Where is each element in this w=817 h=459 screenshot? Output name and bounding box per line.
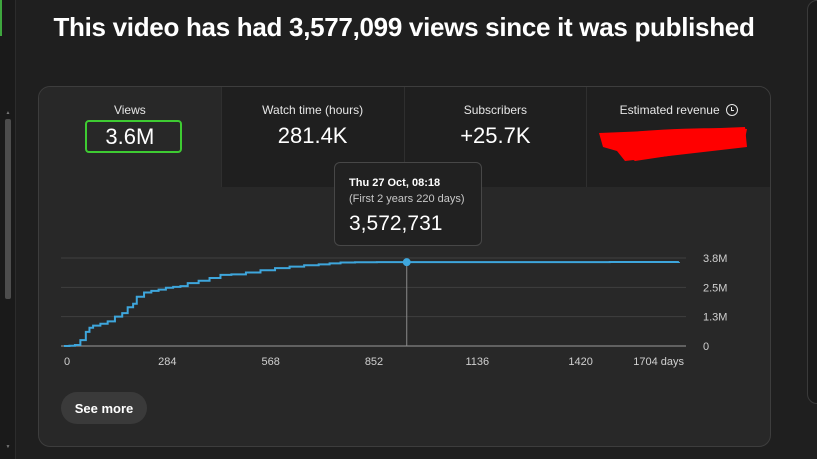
views-line <box>64 261 680 347</box>
scroll-up-icon[interactable]: ▲ <box>5 110 11 116</box>
tile-label: Views <box>113 103 146 117</box>
x-tick-label: 1420 <box>568 356 592 368</box>
tile-estimated-revenue[interactable]: Estimated revenue <box>587 87 770 187</box>
views-headline: This video has had 3,577,099 views since… <box>53 12 755 42</box>
redaction-fill <box>599 127 748 161</box>
chart-gridlines <box>61 257 686 347</box>
tile-value: +25.7K <box>460 123 531 148</box>
y-axis-labels: 0 1.3M 2.5M 3.8M <box>703 253 727 353</box>
tile-label: Watch time (hours) <box>262 103 364 117</box>
scrollbar[interactable]: ▲ ▼ <box>5 111 11 451</box>
x-tick-label: 1136 <box>466 356 490 368</box>
tile-value: 281.4K <box>277 123 348 148</box>
tile-label-row: Estimated revenue <box>587 103 770 117</box>
see-more-button[interactable]: See more <box>61 392 147 424</box>
scroll-down-icon[interactable]: ▼ <box>5 444 11 450</box>
chart-tooltip: Thu 27 Oct, 08:18 (First 2 years 220 day… <box>334 162 482 246</box>
y-tick-label: 3.8M <box>703 253 727 265</box>
y-tick-label: 2.5M <box>703 282 727 294</box>
tile-label: Estimated revenue <box>619 103 720 117</box>
x-tick-label: 852 <box>365 356 383 368</box>
clock-icon[interactable] <box>725 104 738 116</box>
tile-label: Subscribers <box>463 103 528 117</box>
tooltip-subtitle: (First 2 years 220 days) <box>349 193 465 205</box>
redaction-scribble <box>599 127 748 161</box>
x-axis-labels: 0 284 568 852 1136 1420 1704 days <box>64 356 684 368</box>
active-indicator <box>0 0 2 36</box>
tile-subscribers[interactable]: Subscribers +25.7K <box>404 87 588 187</box>
selected-value-outline <box>85 120 182 153</box>
hover-marker <box>402 258 411 267</box>
y-tick-label: 1.3M <box>703 312 727 324</box>
x-tick-label: 284 <box>158 356 176 368</box>
tile-views[interactable]: Views 3.6M <box>39 87 222 187</box>
tooltip-date: Thu 27 Oct, 08:18 <box>349 177 441 189</box>
analytics-card: Views 3.6M Watch time (hours) 281.4K Sub… <box>38 86 771 447</box>
x-tick-label: 568 <box>261 356 279 368</box>
tooltip-value: 3,572,731 <box>349 212 443 235</box>
scrollbar-thumb[interactable] <box>5 119 11 299</box>
tile-value: 3.6M <box>105 124 155 149</box>
views-chart[interactable]: 0 1.3M 2.5M 3.8M 0 284 568 852 1136 1420 1704 day… <box>39 87 770 387</box>
right-panel-edge <box>807 0 817 404</box>
x-tick-label: 1704 days <box>633 356 684 368</box>
x-tick-label: 0 <box>64 356 70 368</box>
y-tick-label: 0 <box>703 341 709 353</box>
left-panel-edge: ▲ ▼ <box>0 0 16 459</box>
